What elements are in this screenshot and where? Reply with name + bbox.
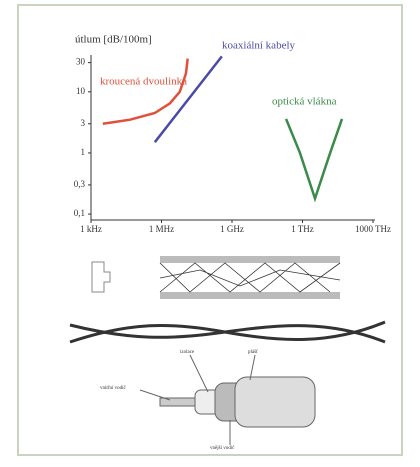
coax-label: plášť (248, 350, 259, 355)
y-tick-label: 1 (81, 147, 86, 157)
y-tick-label: 0,1 (74, 208, 85, 218)
series-label: koaxiální kabely (222, 40, 296, 52)
x-tick-label: 1 MHz (149, 224, 174, 234)
coax-label: vnitřní vodič (100, 386, 126, 391)
x-tick-label: 1 GHz (220, 224, 244, 234)
y-tick-label: 10 (76, 86, 86, 96)
y-tick-label: 30 (76, 57, 86, 67)
series-label: optická vlákna (272, 96, 337, 108)
x-tick-label: 1000 THz (355, 224, 391, 234)
x-tick-label: 1 kHz (80, 224, 102, 234)
x-tick-label: 1 THz (291, 224, 314, 234)
coax-label: vnější vodič (210, 446, 235, 451)
figure: útlum [dB/100m] vnitřní vodič izolace pl… (0, 0, 420, 462)
series-label: kroucená dvoulinka (100, 76, 187, 88)
coax-label: izolace (180, 350, 195, 355)
y-tick-label: 3 (81, 118, 86, 128)
y-tick-label: 0,3 (74, 179, 86, 189)
y-axis-title: útlum [dB/100m] (75, 34, 152, 46)
